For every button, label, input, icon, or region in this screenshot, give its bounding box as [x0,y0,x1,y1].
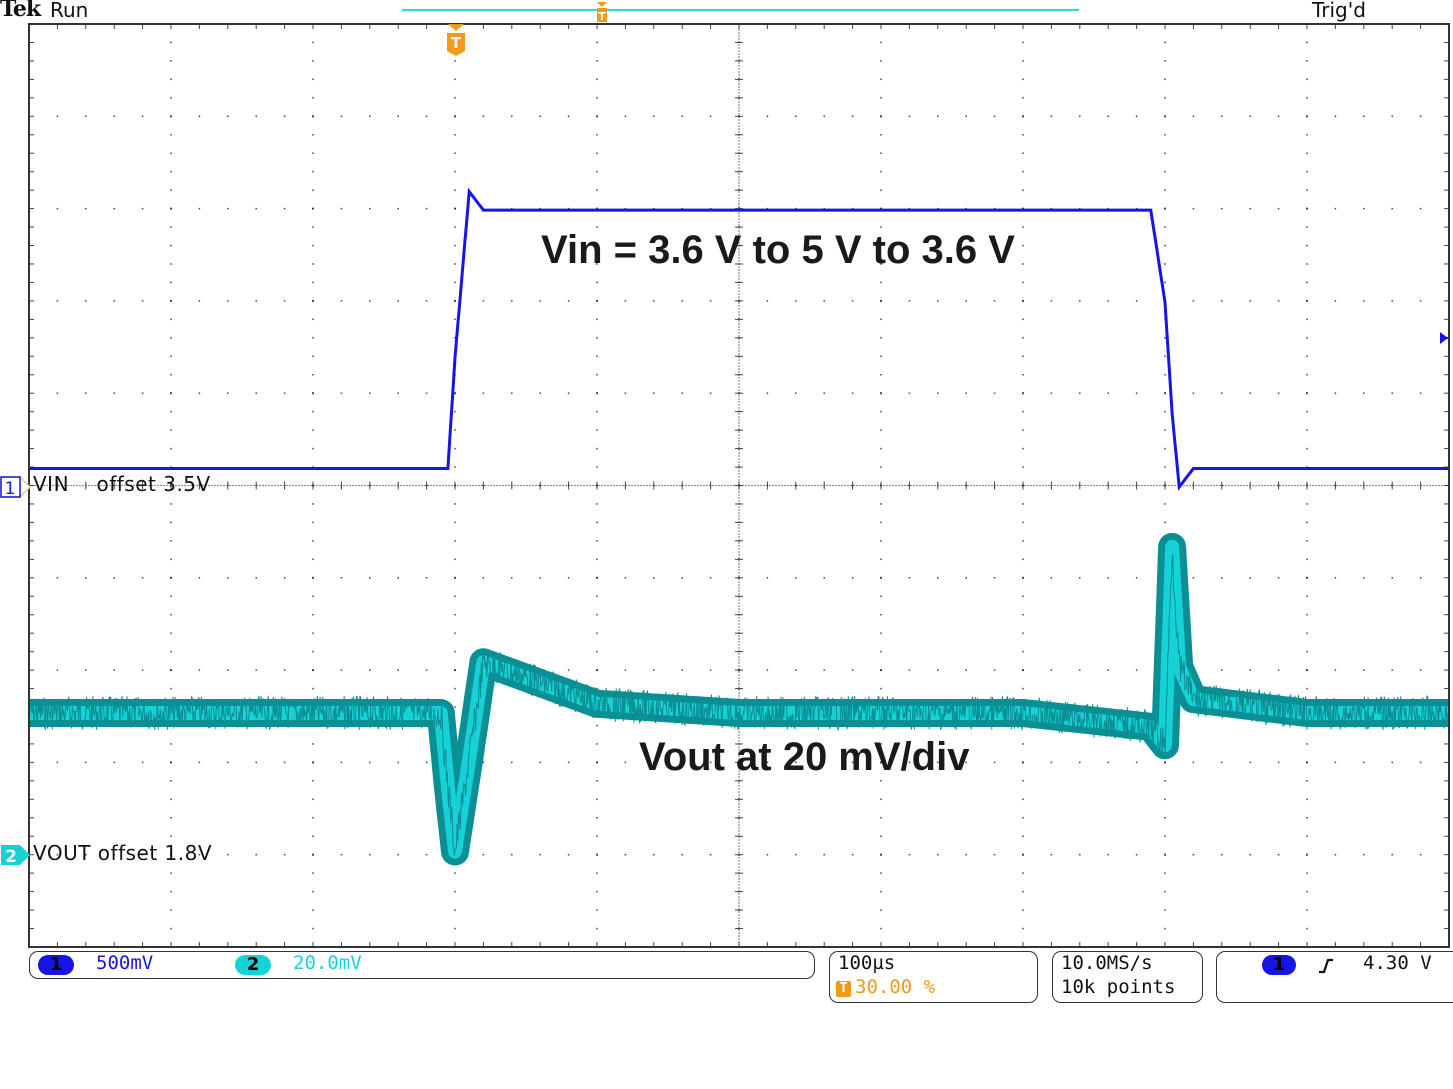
trigger-position-readout: T 30.00 % [836,976,935,998]
record-view-bar [402,9,1079,11]
rising-edge-icon [1319,958,1333,974]
ch1-ground-marker-icon[interactable]: 1 [0,476,32,498]
svg-text:T: T [598,10,606,23]
ch2-label: VOUT offset 1.8V [33,841,213,865]
ch2-badge[interactable]: 2 [235,955,271,975]
trigger-position-icon[interactable]: T [445,23,467,57]
svg-text:1: 1 [5,479,16,498]
svg-text:2: 2 [5,847,17,866]
channel-scale-readout[interactable]: 1 500mV 2 20.0mV [29,951,815,979]
vin-annotation: Vin = 3.6 V to 5 V to 3.6 V [541,228,1015,272]
svg-text:T: T [451,34,462,52]
sample-rate: 10.0MS/s [1061,952,1153,974]
waveform-display [28,23,1452,948]
vin-waveform [29,187,1449,492]
graticule-grid [28,23,1449,947]
ch1-label: VIN offset 3.5V [33,472,211,496]
trigger-t-icon: T [836,981,851,997]
trigger-position-value: 30.00 % [855,976,936,998]
trigger-source-badge[interactable]: 1 [1262,955,1296,975]
vout-waveform [28,532,1452,866]
record-trigger-marker-icon: T [597,2,607,23]
ch1-badge[interactable]: 1 [38,955,74,975]
trigger-state: Trig'd [1312,0,1366,22]
acquisition-state: Run [50,0,89,22]
trigger-readout[interactable]: 1 4.30 V [1216,951,1453,1003]
ch2-ground-marker-icon[interactable]: 2 [0,844,32,866]
ch2-scale: 20.0mV [293,952,362,974]
trigger-level: 4.30 V [1363,952,1432,974]
acquisition-readout[interactable]: 10.0MS/s 10k points [1052,951,1203,1003]
horizontal-scale: 100µs [838,952,896,974]
vout-annotation: Vout at 20 mV/div [639,735,970,779]
brand-logo: Tek [0,0,41,22]
ch1-scale: 500mV [96,952,154,974]
record-length: 10k points [1061,976,1176,998]
timebase-readout[interactable]: 100µs T 30.00 % [829,951,1038,1003]
